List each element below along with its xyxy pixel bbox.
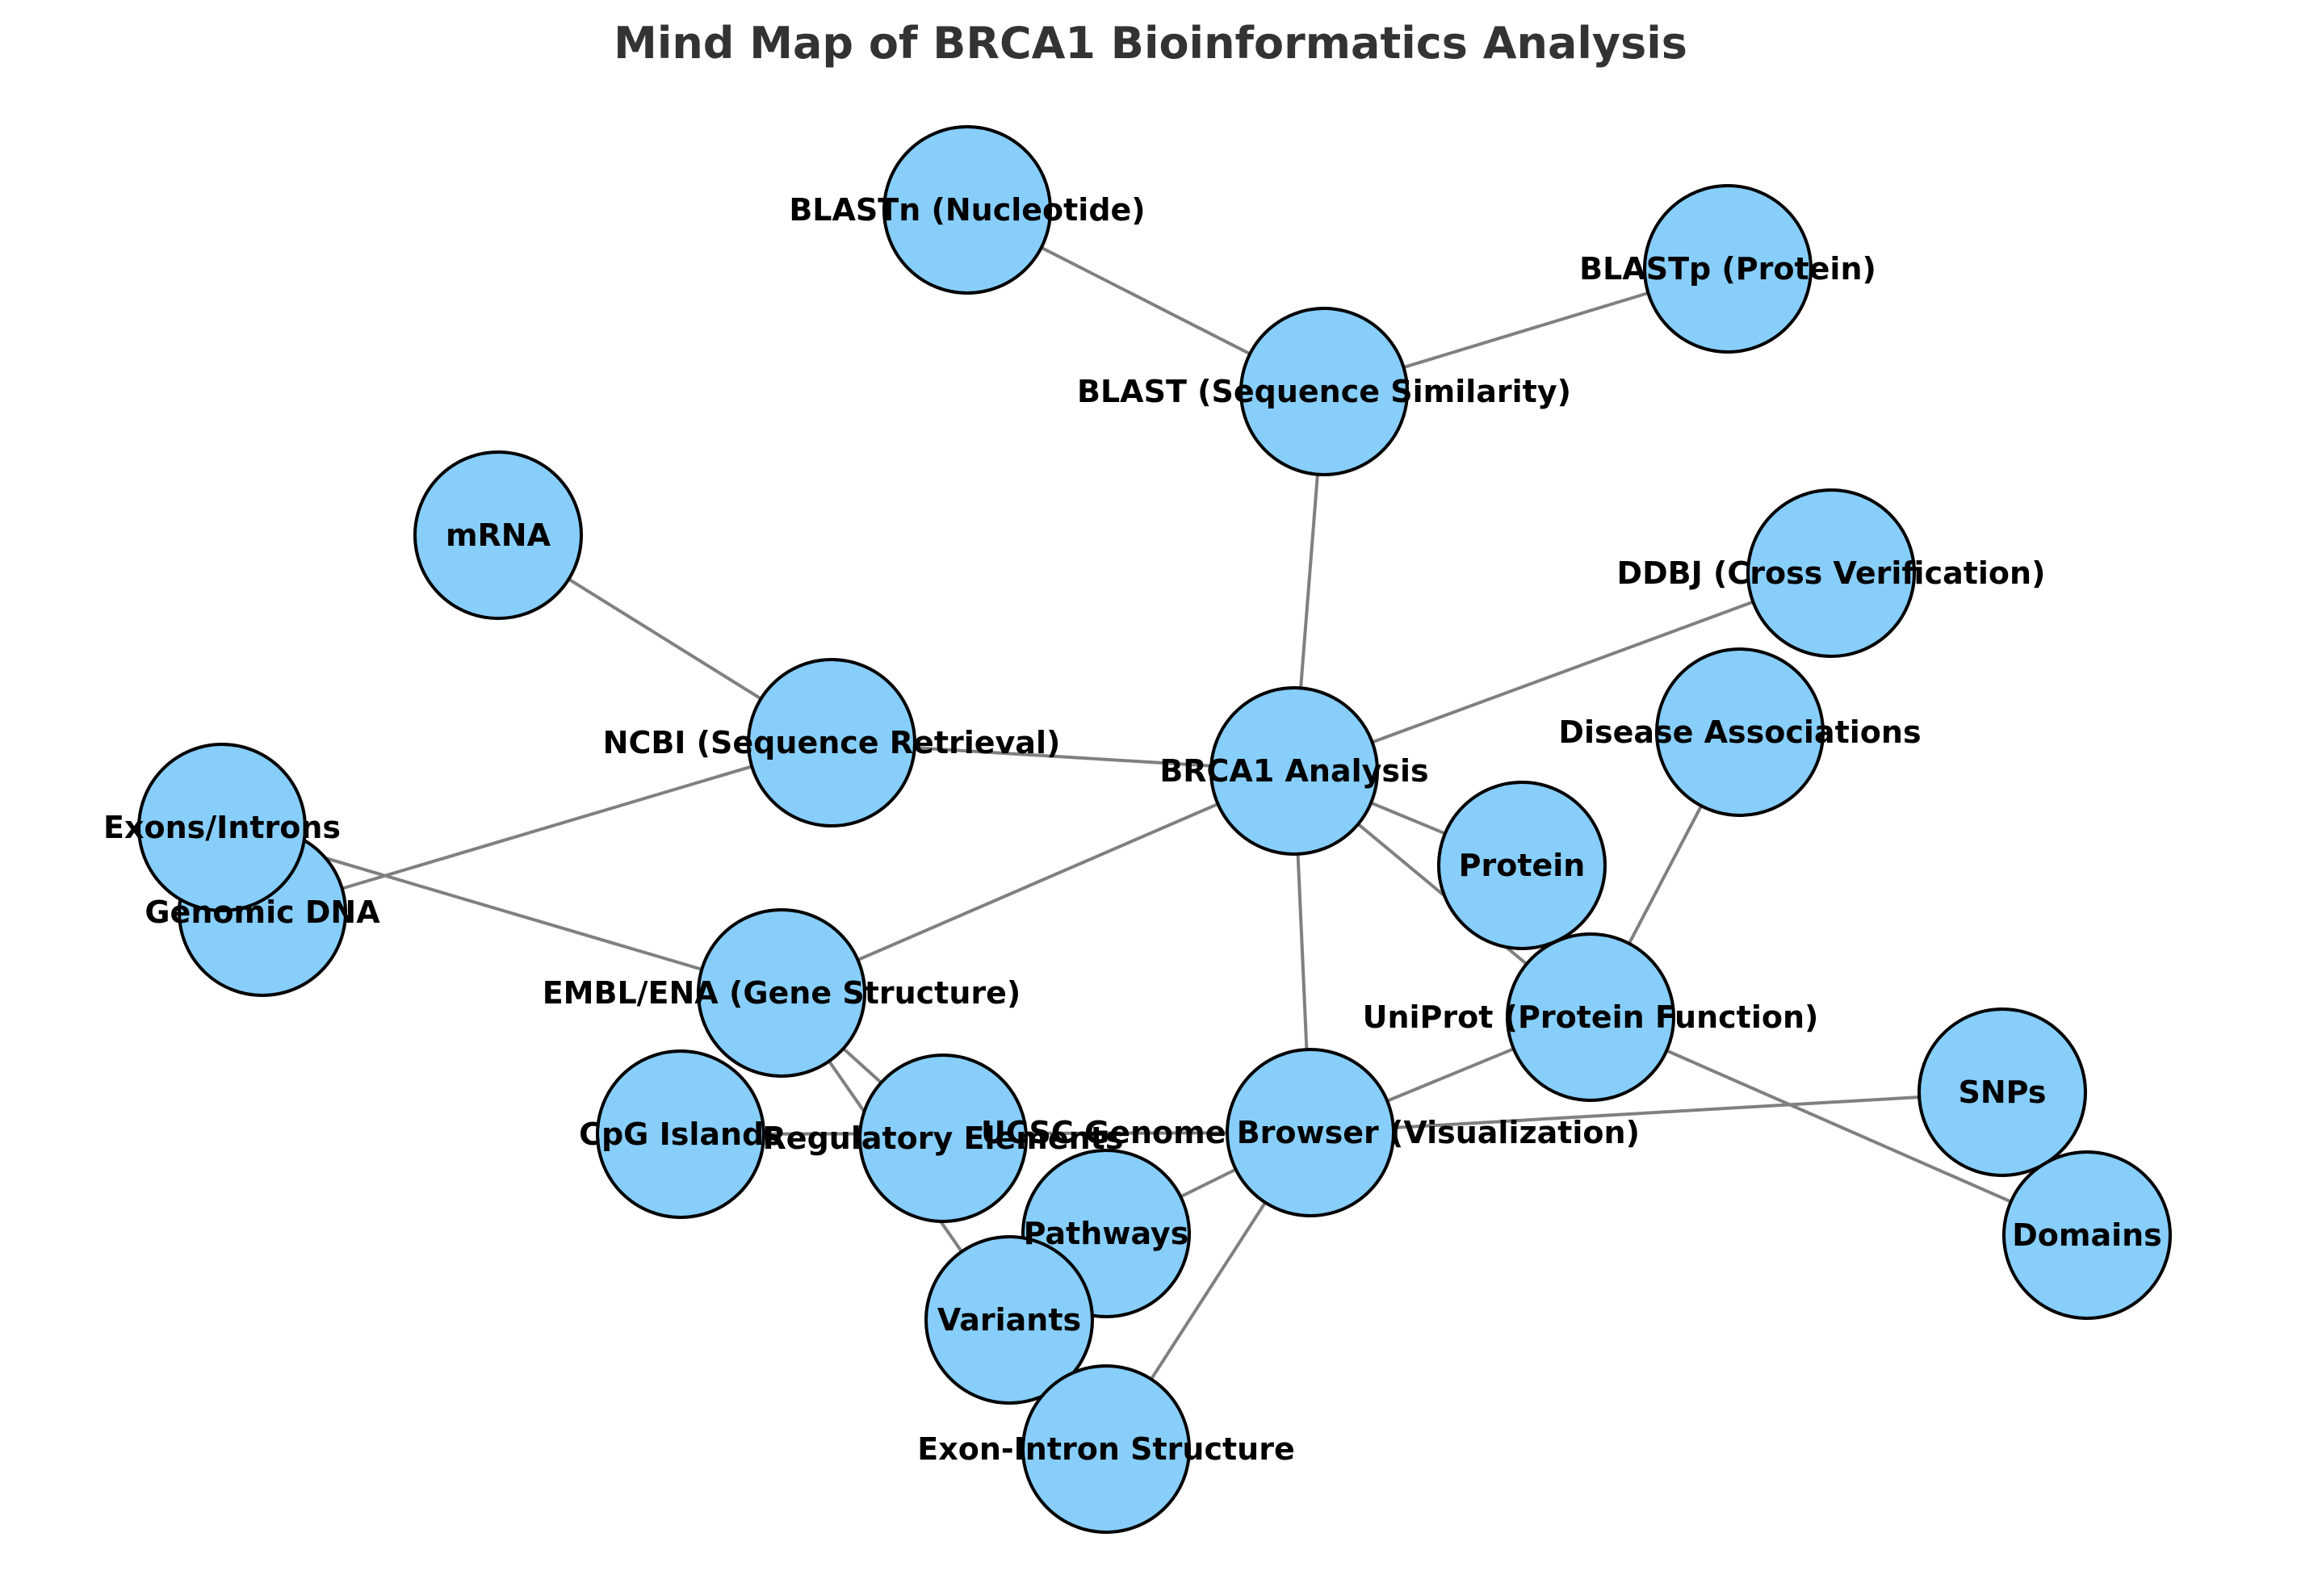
edge-ucsc-snps bbox=[1310, 1091, 2003, 1134]
node-ncbi bbox=[747, 658, 916, 827]
node-ddbj bbox=[1746, 488, 1916, 658]
node-layer: BRCA1 Analysis BLAST (Sequence Similarity… bbox=[103, 125, 2172, 1534]
node-label-blastn: BLASTn (Nucleotide) bbox=[789, 192, 1145, 228]
node-label-variants: Variants bbox=[937, 1302, 1081, 1338]
node-label-embl: EMBL/ENA (Gene Structure) bbox=[543, 975, 1021, 1011]
node-blastn bbox=[882, 125, 1052, 295]
node-label-disease: Disease Associations bbox=[1558, 714, 1921, 750]
node-uniprot bbox=[1506, 932, 1675, 1102]
node-blast bbox=[1239, 307, 1409, 476]
node-label-blastp: BLASTp (Protein) bbox=[1579, 251, 1876, 287]
node-label-exonintron: Exon-Intron Structure bbox=[917, 1431, 1294, 1467]
node-protein bbox=[1437, 781, 1607, 950]
edge-ncbi-genomic bbox=[262, 741, 832, 914]
node-snps bbox=[1918, 1007, 2087, 1177]
node-label-pathways: Pathways bbox=[1024, 1216, 1189, 1251]
node-label-brca1: BRCA1 Analysis bbox=[1159, 753, 1428, 789]
node-label-blast: BLAST (Sequence Similarity) bbox=[1077, 374, 1571, 409]
node-label-genomic: Genomic DNA bbox=[145, 894, 380, 930]
diagram-title: Mind Map of BRCA1 Bioinformatics Analysi… bbox=[614, 18, 1687, 69]
node-label-cpg: CpG Islands bbox=[579, 1116, 782, 1152]
node-regulatory bbox=[858, 1054, 1028, 1223]
node-domains bbox=[2002, 1150, 2172, 1320]
node-embl bbox=[697, 908, 866, 1078]
node-exonintron bbox=[1021, 1364, 1191, 1534]
edge-uniprot-domains bbox=[1590, 1016, 2088, 1237]
node-label-ddbj: DDBJ (Cross Verification) bbox=[1617, 555, 2046, 591]
edge-brca1-embl bbox=[781, 769, 1295, 995]
edge-brca1-ddbj bbox=[1293, 572, 1832, 773]
node-label-domains: Domains bbox=[2012, 1217, 2162, 1253]
node-label-snps: SNPs bbox=[1959, 1074, 2047, 1110]
node-cpg bbox=[596, 1049, 765, 1219]
node-label-exons: Exons/Introns bbox=[103, 810, 341, 845]
node-disease bbox=[1655, 647, 1825, 817]
node-label-mrna: mRNA bbox=[446, 517, 551, 553]
node-label-protein: Protein bbox=[1459, 848, 1586, 883]
node-label-ucsc: UCSC Genome Browser (Visualization) bbox=[981, 1115, 1640, 1150]
node-variants bbox=[924, 1235, 1094, 1405]
node-label-regulatory: Regulatory Elements bbox=[763, 1121, 1124, 1156]
node-blastp bbox=[1643, 184, 1813, 354]
node-label-ncbi: NCBI (Sequence Retrieval) bbox=[603, 725, 1061, 760]
node-exons bbox=[137, 743, 307, 912]
node-ucsc bbox=[1226, 1048, 1395, 1217]
node-mrna bbox=[413, 450, 583, 620]
node-label-uniprot: UniProt (Protein Function) bbox=[1363, 999, 1819, 1035]
node-brca1 bbox=[1209, 686, 1379, 856]
